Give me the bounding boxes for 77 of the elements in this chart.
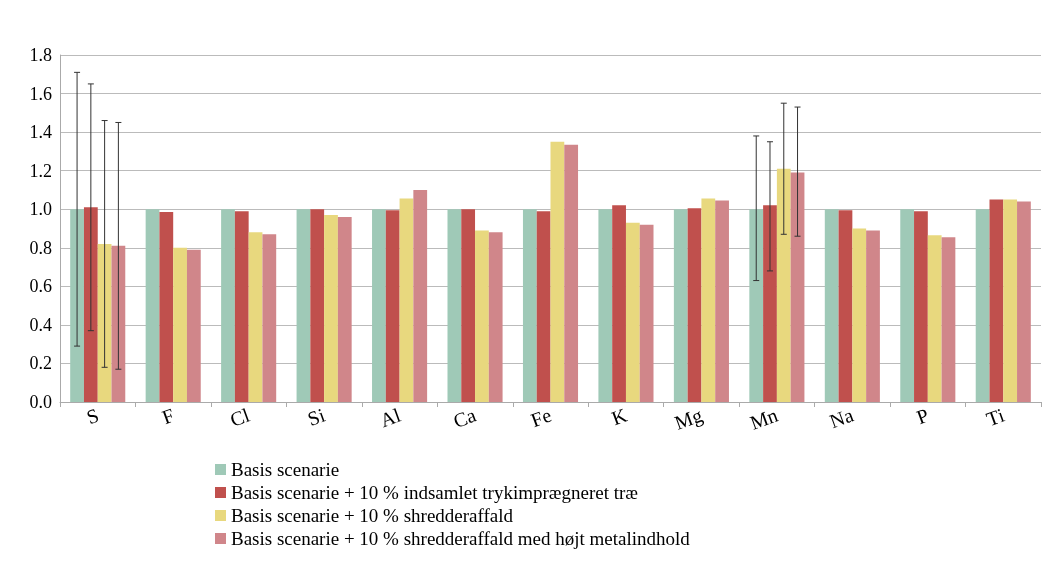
bar — [852, 228, 867, 402]
y-tick-label: 0.4 — [29, 314, 52, 335]
x-tick-label: Si — [304, 403, 329, 431]
bar — [701, 198, 716, 402]
bar — [399, 198, 414, 402]
x-tick-label: Cl — [227, 403, 253, 431]
bar — [372, 209, 386, 402]
x-tick-label: Ti — [983, 403, 1008, 431]
bar — [763, 205, 777, 402]
x-tick-label: Na — [826, 403, 857, 433]
y-tick-label: 1.8 — [29, 45, 52, 65]
bar — [975, 209, 990, 402]
bar — [900, 209, 915, 402]
bar — [941, 237, 956, 402]
bar — [927, 235, 942, 402]
y-tick-label: 0.8 — [29, 237, 52, 258]
x-tick-label: S — [83, 403, 102, 429]
bar — [522, 209, 537, 402]
bar — [598, 209, 613, 402]
bar — [234, 211, 249, 402]
bar — [262, 234, 277, 402]
bar — [1003, 199, 1018, 402]
bar — [221, 209, 235, 402]
bar — [715, 200, 729, 402]
bar — [296, 209, 311, 402]
bar — [83, 207, 98, 402]
bar — [838, 210, 853, 402]
bar — [625, 222, 640, 402]
y-tick-label: 1.6 — [29, 83, 52, 104]
bar — [186, 249, 201, 402]
bar — [776, 168, 791, 402]
x-tick-label: Ca — [450, 403, 479, 432]
bar — [914, 211, 928, 402]
x-tick-label: K — [608, 403, 631, 430]
bar — [989, 199, 1004, 402]
bar — [97, 243, 112, 402]
bar — [749, 209, 764, 402]
bar — [173, 247, 187, 402]
y-tick-label: 1.2 — [29, 160, 52, 181]
x-tick-label: P — [913, 403, 932, 429]
bar — [461, 209, 476, 402]
bar — [536, 211, 551, 402]
legend-label: Basis scenarie + 10 % shredderaffald — [231, 505, 514, 526]
bar — [1017, 201, 1031, 402]
legend-label: Basis scenarie + 10 % shredderaffald med højt metalindhold — [231, 528, 691, 549]
bar — [673, 209, 688, 402]
bar — [824, 209, 839, 402]
legend-label: Basis scenarie — [231, 459, 340, 480]
bar — [612, 205, 626, 402]
bar — [324, 215, 338, 402]
bar — [310, 209, 325, 402]
y-tick-label: 1.4 — [29, 122, 52, 143]
bar — [488, 232, 503, 402]
x-tick-label: F — [158, 403, 177, 429]
bar — [337, 216, 352, 402]
bar — [564, 144, 579, 402]
y-tick-label: 1.0 — [29, 199, 52, 220]
y-tick-label: 0.6 — [29, 276, 52, 297]
x-tick-label: Mg — [671, 403, 706, 435]
legend-label: Basis scenarie + 10 % indsamlet trykimprægneret træ — [231, 482, 639, 503]
bar — [687, 208, 702, 402]
bar — [145, 209, 160, 402]
bar — [550, 141, 565, 402]
bar — [385, 210, 400, 402]
bar — [790, 172, 805, 402]
bar — [639, 224, 654, 402]
bar — [866, 230, 880, 402]
x-tick-label: Fe — [527, 403, 555, 432]
x-tick-label: Mn — [747, 403, 781, 434]
bar — [248, 232, 263, 402]
bar — [475, 230, 489, 402]
x-tick-label: Al — [377, 403, 404, 432]
y-tick-label: 0.2 — [29, 353, 52, 374]
y-tick-label: 0.0 — [29, 392, 52, 412]
bar — [447, 209, 462, 402]
bar — [159, 212, 174, 402]
bar — [413, 189, 428, 402]
